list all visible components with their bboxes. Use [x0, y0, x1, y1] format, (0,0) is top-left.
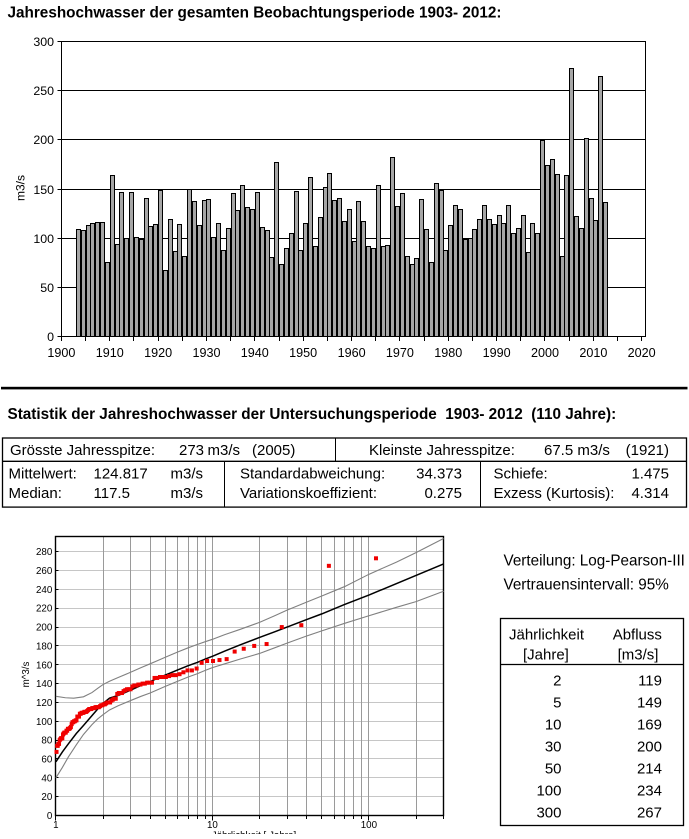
svg-text:220: 220 — [36, 604, 53, 615]
svg-text:2: 2 — [553, 673, 561, 690]
svg-text:100: 100 — [33, 232, 54, 246]
svg-text:1960: 1960 — [338, 346, 366, 360]
svg-text:Schiefe:: Schiefe: — [494, 466, 548, 483]
svg-text:149: 149 — [637, 695, 662, 712]
svg-text:169: 169 — [637, 717, 662, 734]
svg-text:Standardabweichung:: Standardabweichung: — [240, 466, 385, 483]
svg-text:1970: 1970 — [386, 346, 414, 360]
svg-text:1910: 1910 — [96, 346, 124, 360]
svg-text:40: 40 — [41, 773, 52, 784]
svg-text:Mittelwert:: Mittelwert: — [9, 466, 77, 483]
svg-text:150: 150 — [33, 183, 54, 197]
svg-text:1.475: 1.475 — [631, 466, 669, 483]
svg-text:1: 1 — [53, 820, 58, 831]
svg-text:4.314: 4.314 — [631, 485, 669, 502]
svg-text:2020: 2020 — [628, 346, 656, 360]
svg-text:Median:: Median: — [9, 485, 62, 502]
svg-text:(1921): (1921) — [626, 442, 669, 459]
svg-text:60: 60 — [41, 755, 52, 766]
svg-text:30: 30 — [545, 739, 562, 756]
svg-text:180: 180 — [36, 641, 53, 652]
svg-text:1940: 1940 — [241, 346, 269, 360]
svg-text:m3/s: m3/s — [14, 175, 28, 201]
svg-text:m^3/s: m^3/s — [21, 661, 32, 687]
svg-text:234: 234 — [637, 783, 662, 800]
svg-text:2000: 2000 — [531, 346, 559, 360]
svg-text:273: 273 — [179, 442, 204, 459]
svg-text:50: 50 — [545, 761, 562, 778]
svg-text:20: 20 — [41, 792, 52, 803]
svg-text:1920: 1920 — [144, 346, 172, 360]
svg-text:Grösste Jahresspitze:: Grösste Jahresspitze: — [10, 442, 155, 459]
svg-text:1990: 1990 — [483, 346, 511, 360]
svg-text:1950: 1950 — [289, 346, 317, 360]
svg-text:5: 5 — [553, 695, 561, 712]
svg-text:Jahreshochwasser der gesamten: Jahreshochwasser der gesamten Beobachtun… — [8, 5, 502, 22]
svg-text:Jährlichkeit: Jährlichkeit — [509, 627, 585, 644]
svg-text:124.817: 124.817 — [94, 466, 148, 483]
svg-text:m3/s: m3/s — [171, 466, 204, 483]
svg-text:67.5 m3/s: 67.5 m3/s — [544, 442, 610, 459]
svg-text:Verteilung: Log-Pearson-III: Verteilung: Log-Pearson-III — [504, 553, 685, 570]
svg-text:[m3/s]: [m3/s] — [618, 647, 659, 664]
svg-text:160: 160 — [36, 660, 53, 671]
svg-text:240: 240 — [36, 585, 53, 596]
svg-text:m3/s: m3/s — [208, 442, 241, 459]
svg-text:0: 0 — [47, 330, 54, 344]
svg-text:0.275: 0.275 — [424, 485, 462, 502]
svg-text:Kleinste Jahresspitze:: Kleinste Jahresspitze: — [369, 442, 515, 459]
svg-text:214: 214 — [637, 761, 662, 778]
svg-text:250: 250 — [33, 84, 54, 98]
svg-text:80: 80 — [41, 736, 52, 747]
svg-text:140: 140 — [36, 679, 53, 690]
svg-text:1980: 1980 — [434, 346, 462, 360]
svg-text:120: 120 — [36, 698, 53, 709]
svg-text:Abfluss: Abfluss — [613, 627, 662, 644]
svg-text:100: 100 — [36, 717, 53, 728]
svg-text:200: 200 — [36, 623, 53, 634]
svg-text:1930: 1930 — [192, 346, 220, 360]
svg-text:50: 50 — [40, 281, 54, 295]
svg-text:200: 200 — [33, 133, 54, 147]
svg-text:200: 200 — [637, 739, 662, 756]
svg-text:Statistik der Jahreshochwasser: Statistik der Jahreshochwasser der Unter… — [8, 406, 617, 423]
svg-text:100: 100 — [536, 783, 561, 800]
svg-text:10: 10 — [207, 820, 218, 831]
svg-text:Jährlichkeit [ Jahre]: Jährlichkeit [ Jahre] — [212, 830, 297, 834]
svg-text:[Jahre]: [Jahre] — [523, 647, 569, 664]
svg-text:280: 280 — [36, 547, 53, 558]
svg-text:2010: 2010 — [579, 346, 607, 360]
svg-text:m3/s: m3/s — [171, 485, 204, 502]
svg-text:267: 267 — [637, 805, 662, 822]
svg-text:300: 300 — [33, 35, 54, 49]
svg-text:100: 100 — [361, 820, 378, 831]
svg-text:(2005): (2005) — [252, 442, 295, 459]
svg-text:1900: 1900 — [47, 346, 75, 360]
svg-text:Exzess (Kurtosis):: Exzess (Kurtosis): — [494, 485, 615, 502]
svg-text:260: 260 — [36, 566, 53, 577]
svg-text:Variationskoeffizient:: Variationskoeffizient: — [240, 485, 377, 502]
svg-text:34.373: 34.373 — [416, 466, 462, 483]
svg-text:300: 300 — [536, 805, 561, 822]
svg-text:10: 10 — [545, 717, 562, 734]
svg-text:117.5: 117.5 — [94, 485, 130, 502]
svg-text:0: 0 — [47, 811, 53, 822]
svg-text:Vertrauensintervall: 95%: Vertrauensintervall: 95% — [504, 577, 670, 594]
svg-text:119: 119 — [638, 673, 662, 690]
